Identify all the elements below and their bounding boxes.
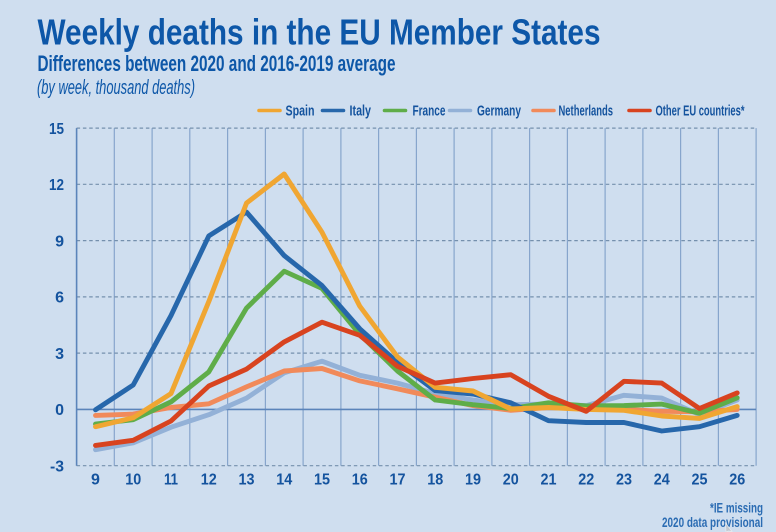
svg-text:Germany: Germany: [477, 104, 521, 120]
svg-text:Differences between 2020 and: Differences between 2020 and 2016-2019 a…: [38, 51, 396, 76]
svg-text:24: 24: [654, 472, 670, 489]
svg-text:9: 9: [55, 233, 64, 250]
svg-text:10: 10: [125, 472, 141, 489]
svg-text:Other EU countries*: Other EU countries*: [656, 104, 745, 120]
svg-text:25: 25: [692, 472, 708, 489]
svg-text:Spain: Spain: [286, 104, 315, 120]
svg-text:17: 17: [390, 472, 406, 489]
svg-text:France: France: [413, 104, 446, 120]
svg-text:23: 23: [616, 472, 632, 489]
svg-text:21: 21: [541, 472, 557, 489]
svg-text:6: 6: [55, 290, 64, 307]
svg-text:0: 0: [55, 402, 64, 419]
svg-text:19: 19: [465, 472, 481, 489]
svg-text:2020 data provisional: 2020 data provisional: [662, 514, 763, 530]
svg-text:(by week, thousand deaths): (by week, thousand deaths): [37, 77, 195, 99]
svg-text:15: 15: [314, 472, 330, 489]
svg-text:3: 3: [55, 346, 64, 363]
svg-text:22: 22: [578, 472, 594, 489]
svg-text:Italy: Italy: [350, 104, 372, 120]
svg-text:18: 18: [427, 472, 443, 489]
svg-text:9: 9: [91, 472, 100, 489]
svg-text:*IE missing: *IE missing: [710, 500, 763, 516]
svg-text:Netherlands: Netherlands: [559, 104, 614, 120]
svg-text:11: 11: [164, 472, 178, 489]
svg-text:Weekly deaths in the EU Member: Weekly deaths in the EU Member States: [38, 12, 601, 53]
svg-text:-3: -3: [50, 458, 64, 475]
svg-text:14: 14: [276, 472, 292, 489]
svg-text:20: 20: [503, 472, 519, 489]
svg-text:12: 12: [201, 472, 217, 489]
svg-text:16: 16: [352, 472, 368, 489]
svg-text:26: 26: [729, 472, 745, 489]
svg-text:12: 12: [49, 177, 64, 194]
svg-text:15: 15: [49, 121, 64, 138]
svg-text:13: 13: [239, 472, 255, 489]
